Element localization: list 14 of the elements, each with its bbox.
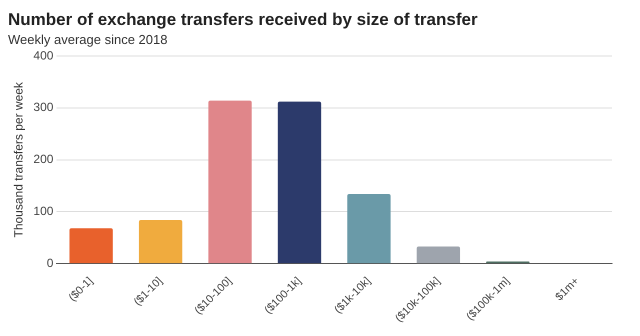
bar [138,220,182,264]
y-tick-label: 300 [33,100,54,114]
y-tick-label: 200 [33,152,54,166]
bar [347,194,391,264]
y-tick-label: 0 [46,256,54,270]
y-tick-label: 400 [33,48,54,62]
bar [278,102,322,264]
y-tick-label: 100 [33,204,54,218]
chart-title: Number of exchange transfers received by size of transfer [8,10,478,29]
chart-subtitle: Weekly average since 2018 [8,32,168,47]
y-axis-title: Thousand transfers per week [12,81,26,238]
bar [416,246,460,264]
bar [208,100,252,264]
bar [69,228,113,264]
